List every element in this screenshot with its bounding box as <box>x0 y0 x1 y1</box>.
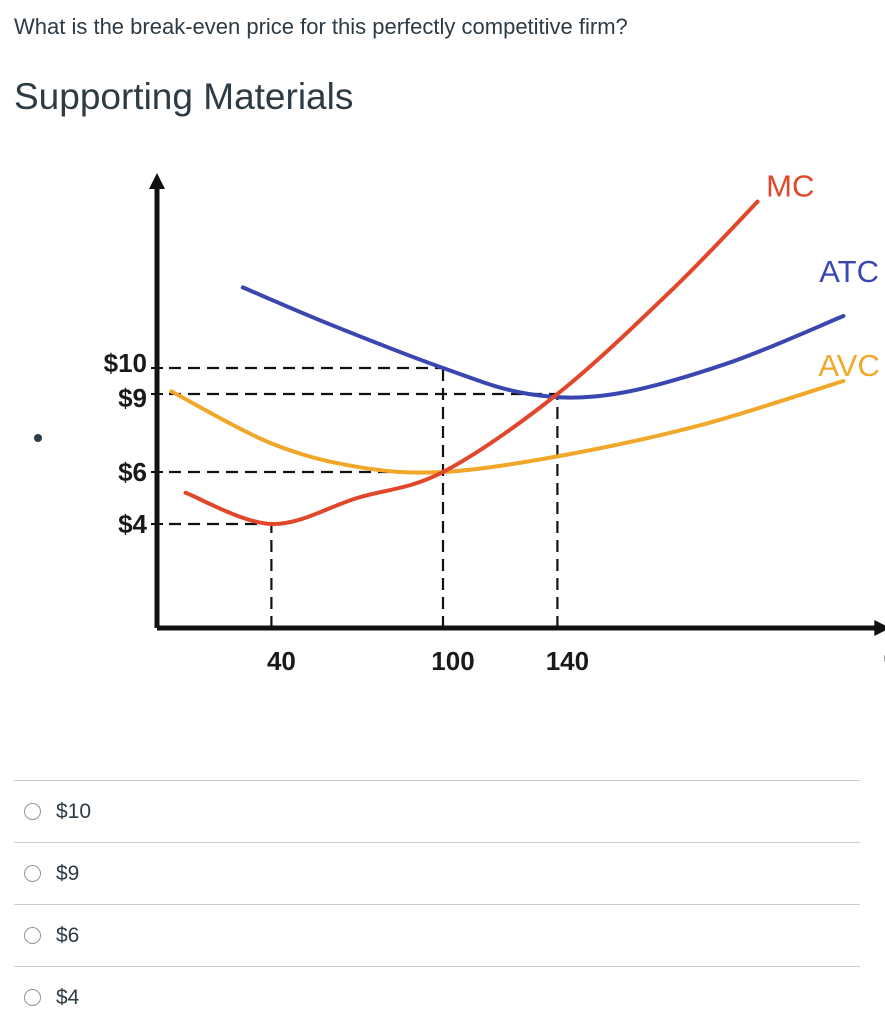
x-tick-label: 40 <box>267 646 296 676</box>
answer-options: $10 $9 $6 $4 <box>14 780 860 1028</box>
y-tick-label: $9 <box>118 383 147 413</box>
x-axis-arrow <box>874 620 885 636</box>
radio-button[interactable] <box>24 865 41 882</box>
radio-button[interactable] <box>24 927 41 944</box>
x-axis-label: Q <box>883 640 885 678</box>
avc-label: AVC <box>818 348 879 383</box>
answer-option-6[interactable]: $6 <box>14 904 860 966</box>
answer-label: $9 <box>56 861 80 885</box>
supporting-materials-heading: Supporting Materials <box>14 76 354 117</box>
y-tick-label: $4 <box>118 509 147 539</box>
answer-label: $4 <box>56 985 80 1009</box>
question-text: What is the break-even price for this pe… <box>14 14 628 39</box>
cost-curves-chart: $10 $9 $6 $4 40 100 140 Q MC ATC AVC <box>104 168 885 678</box>
avc-curve <box>169 379 846 475</box>
list-bullet <box>34 434 42 442</box>
radio-button[interactable] <box>24 989 41 1006</box>
y-axis-arrow <box>149 173 165 189</box>
mc-curve <box>183 199 760 527</box>
atc-curve <box>240 285 846 400</box>
x-tick-label: 100 <box>431 646 474 676</box>
radio-button[interactable] <box>24 803 41 820</box>
mc-label: MC <box>766 168 814 203</box>
answer-option-9[interactable]: $9 <box>14 842 860 904</box>
x-tick-label: 140 <box>546 646 589 676</box>
answer-label: $10 <box>56 799 92 823</box>
atc-label: ATC <box>819 254 879 289</box>
answer-option-4[interactable]: $4 <box>14 966 860 1028</box>
y-tick-label: $10 <box>104 348 147 378</box>
y-tick-label: $6 <box>118 457 147 487</box>
answer-label: $6 <box>56 923 80 947</box>
answer-option-10[interactable]: $10 <box>14 780 860 842</box>
